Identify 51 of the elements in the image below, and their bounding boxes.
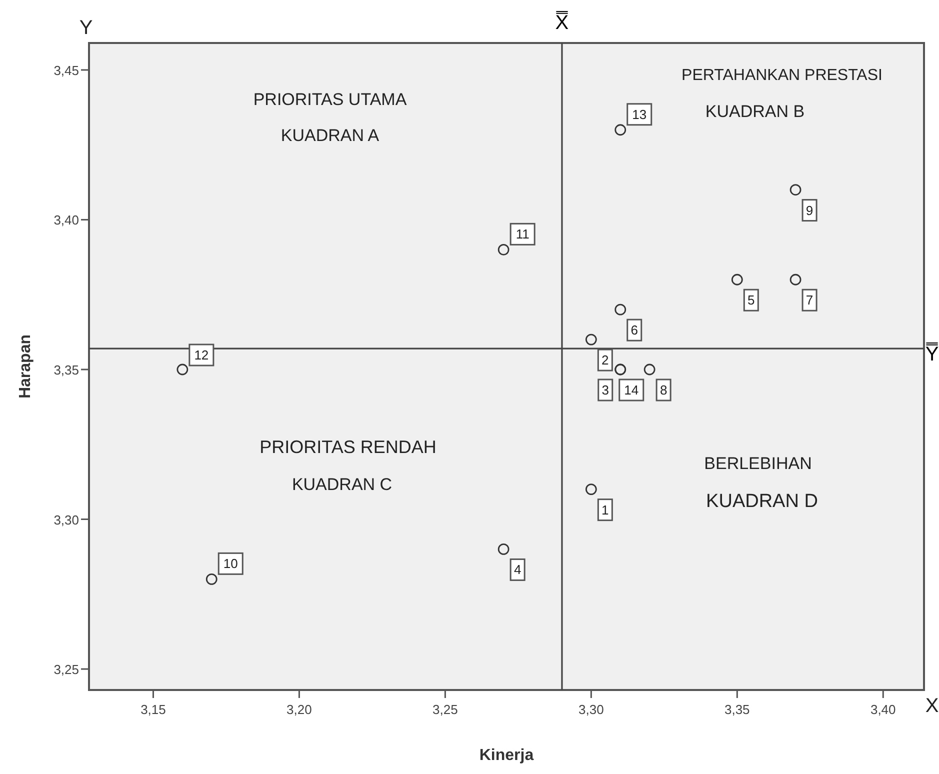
x-tick-label: 3,25	[432, 702, 458, 717]
annotation: PRIORITAS RENDAH	[260, 437, 436, 457]
y-tick-label: 3,45	[54, 62, 79, 78]
text: Y	[79, 17, 93, 39]
y-tick-label: 3,35	[54, 362, 79, 378]
annotation: 7	[806, 292, 814, 308]
y-axis-title: Harapan	[17, 334, 34, 399]
point	[498, 544, 510, 555]
annotation: 5	[748, 292, 755, 308]
ref-line-label: Y̿	[925, 342, 939, 366]
point	[614, 304, 626, 316]
x-tick-label: 3,20	[286, 702, 312, 717]
annotation: KUADRAN B	[705, 102, 805, 121]
x-tick-label: 3,15	[140, 702, 166, 717]
annotation: KUADRAN C	[292, 475, 392, 494]
point	[585, 334, 597, 346]
annotation: 8	[660, 382, 668, 398]
y-tick-label: 3,30	[54, 512, 79, 528]
point	[585, 484, 597, 496]
point	[498, 244, 510, 256]
x-axis-title: Kinerja	[479, 747, 534, 764]
point	[790, 184, 802, 196]
point	[644, 364, 656, 376]
annotation: PRIORITAS UTAMA	[253, 90, 408, 109]
point	[731, 274, 743, 286]
point	[790, 274, 802, 286]
x-tick-label: 3,40	[870, 702, 896, 717]
annotation: 4	[514, 562, 522, 578]
point	[176, 364, 188, 376]
annotation: 1	[602, 502, 609, 518]
annotation: 9	[806, 202, 814, 218]
point	[206, 573, 218, 585]
annotation: KUADRAN D	[706, 491, 818, 512]
x-tick-label: 3,35	[724, 702, 750, 717]
point	[614, 124, 626, 136]
y-tick-label: 3,25	[54, 662, 79, 678]
annotation: 6	[630, 322, 638, 338]
x-tick-label: 3,30	[578, 702, 604, 717]
annotation: 11	[516, 226, 530, 242]
text: X	[925, 695, 939, 717]
annotation: KUADRAN A	[280, 126, 380, 145]
ref-line-label: X̿	[555, 11, 569, 34]
annotation: BERLEBIHAN	[704, 454, 812, 473]
annotation: 3	[602, 382, 609, 398]
annotation: 13	[632, 106, 647, 122]
y-tick-label: 3,40	[54, 212, 79, 228]
annotation: 2	[602, 352, 609, 368]
annotation: 12	[194, 347, 209, 362]
annotation: 10	[223, 556, 238, 572]
annotation: 14	[624, 382, 639, 398]
annotation: PERTAHANKAN PRESTASI	[682, 67, 882, 84]
